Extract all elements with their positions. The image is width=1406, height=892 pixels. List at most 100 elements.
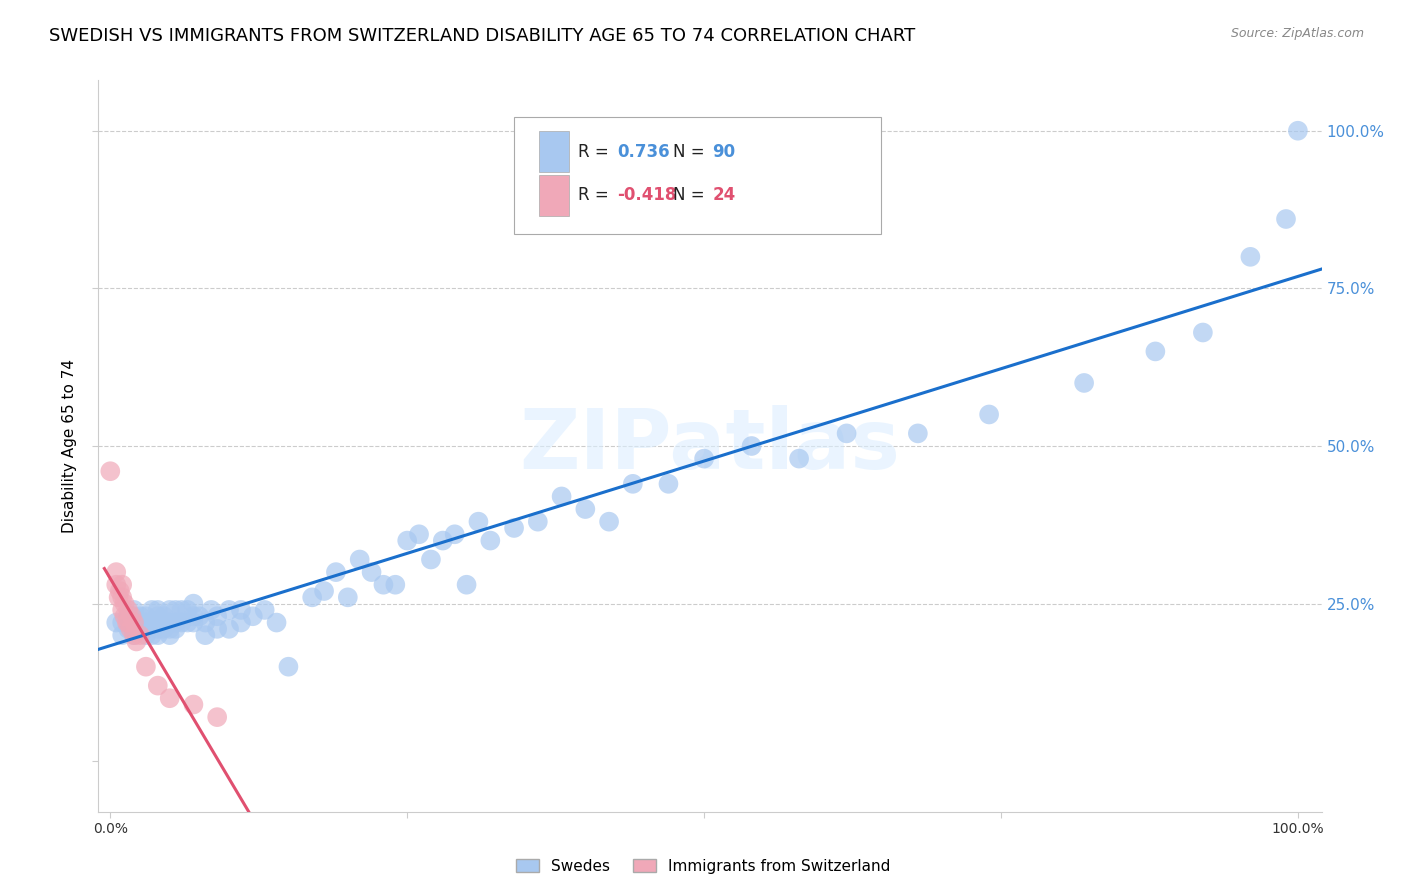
Point — [105, 565, 128, 579]
Point — [336, 591, 359, 605]
Point — [129, 628, 152, 642]
Point — [135, 615, 157, 630]
Point — [135, 609, 157, 624]
Point — [135, 659, 157, 673]
Point — [218, 603, 240, 617]
Point — [122, 615, 145, 630]
Text: Source: ZipAtlas.com: Source: ZipAtlas.com — [1230, 27, 1364, 40]
Point — [135, 628, 157, 642]
Point — [129, 615, 152, 630]
Point — [479, 533, 502, 548]
Point — [152, 622, 174, 636]
Point — [277, 659, 299, 673]
Point — [141, 603, 163, 617]
Legend: Swedes, Immigrants from Switzerland: Swedes, Immigrants from Switzerland — [509, 853, 897, 880]
Point — [114, 609, 136, 624]
Text: 24: 24 — [713, 186, 735, 204]
Point — [301, 591, 323, 605]
Point — [349, 552, 371, 566]
Point — [120, 622, 142, 636]
Point — [456, 578, 478, 592]
Point — [503, 521, 526, 535]
Text: R =: R = — [578, 186, 614, 204]
Point — [205, 609, 228, 624]
Point — [159, 628, 181, 642]
Point — [194, 628, 217, 642]
Point — [111, 578, 134, 592]
Point — [657, 476, 679, 491]
Point — [170, 615, 193, 630]
Point — [266, 615, 288, 630]
Text: -0.418: -0.418 — [617, 186, 676, 204]
Point — [408, 527, 430, 541]
Point — [115, 615, 138, 630]
Point — [550, 490, 572, 504]
Point — [146, 609, 169, 624]
Point — [1192, 326, 1215, 340]
Point — [325, 565, 347, 579]
Point — [165, 603, 187, 617]
Point — [117, 615, 139, 630]
Text: R =: R = — [578, 143, 614, 161]
Point — [621, 476, 644, 491]
Point — [360, 565, 382, 579]
Point — [117, 622, 139, 636]
Point — [907, 426, 929, 441]
Point — [98, 464, 121, 478]
Point — [787, 451, 810, 466]
Point — [1144, 344, 1167, 359]
Point — [467, 515, 489, 529]
Point — [105, 615, 128, 630]
Point — [114, 597, 136, 611]
Point — [107, 591, 129, 605]
Text: SWEDISH VS IMMIGRANTS FROM SWITZERLAND DISABILITY AGE 65 TO 74 CORRELATION CHART: SWEDISH VS IMMIGRANTS FROM SWITZERLAND D… — [49, 27, 915, 45]
Point — [146, 615, 169, 630]
Point — [183, 615, 205, 630]
Point — [741, 439, 763, 453]
Point — [152, 609, 174, 624]
Point — [122, 615, 145, 630]
Point — [1286, 124, 1309, 138]
Point — [188, 609, 211, 624]
Point — [146, 679, 169, 693]
Text: ZIPatlas: ZIPatlas — [520, 406, 900, 486]
Point — [205, 710, 228, 724]
Point — [117, 609, 139, 624]
Point — [183, 609, 205, 624]
Point — [229, 603, 252, 617]
Point — [122, 603, 145, 617]
Point — [977, 408, 1000, 422]
Point — [129, 622, 152, 636]
Text: 0.736: 0.736 — [617, 143, 669, 161]
Point — [108, 584, 131, 599]
Point — [200, 603, 222, 617]
Text: N =: N = — [673, 186, 710, 204]
Point — [598, 515, 620, 529]
Point — [384, 578, 406, 592]
Point — [176, 603, 198, 617]
Point — [835, 426, 858, 441]
Point — [165, 622, 187, 636]
Point — [135, 622, 157, 636]
Point — [574, 502, 596, 516]
Point — [159, 691, 181, 706]
Point — [141, 628, 163, 642]
Point — [111, 628, 134, 642]
Point — [159, 615, 181, 630]
Point — [159, 603, 181, 617]
Point — [183, 698, 205, 712]
Text: N =: N = — [673, 143, 710, 161]
Point — [396, 533, 419, 548]
Point — [420, 552, 443, 566]
Point — [135, 622, 157, 636]
Point — [205, 622, 228, 636]
Point — [253, 603, 276, 617]
Text: 90: 90 — [713, 143, 735, 161]
FancyBboxPatch shape — [515, 117, 882, 234]
Point — [125, 634, 148, 648]
Point — [117, 603, 139, 617]
Point — [105, 578, 128, 592]
Point — [129, 609, 152, 624]
Point — [312, 584, 335, 599]
Point — [1275, 212, 1298, 227]
